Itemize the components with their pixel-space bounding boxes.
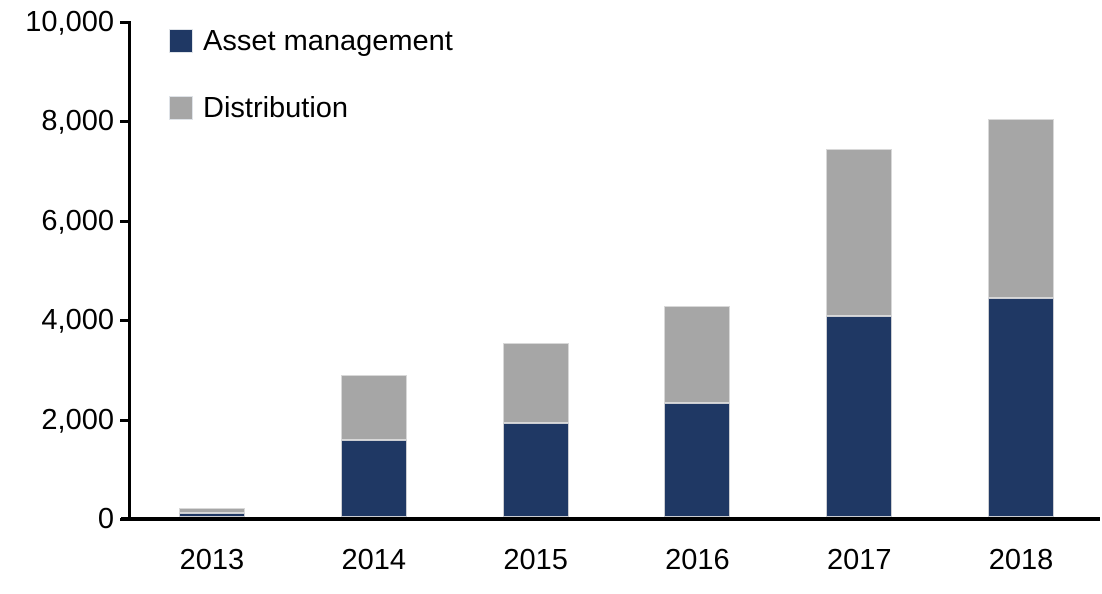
stacked-bar-2014 (340, 375, 407, 517)
bar-group-2017 (778, 22, 940, 517)
x-axis-labels: 2013 2014 2015 2016 2017 2018 (131, 544, 1102, 576)
legend-label-asset-management: Asset management (203, 25, 453, 57)
y-tick-mark (120, 418, 129, 422)
bar-segment-asset-management (826, 315, 893, 517)
bar-segment-distribution (826, 149, 893, 316)
y-axis-line (128, 21, 131, 519)
y-tick-mark (120, 120, 129, 124)
x-axis-line (121, 517, 1100, 521)
y-tick-label: 6,000 (41, 204, 114, 237)
bar-group-2014 (293, 22, 455, 517)
legend-item-distribution: Distribution (170, 92, 453, 124)
legend-label-distribution: Distribution (203, 92, 349, 124)
bar-segment-asset-management (988, 298, 1055, 517)
x-tick-label: 2016 (665, 544, 730, 576)
bar-group-2016 (616, 22, 778, 517)
x-tick-label: 2015 (503, 544, 568, 576)
bar-group-2015 (455, 22, 617, 517)
bar-segment-distribution (502, 343, 569, 423)
bar-segment-asset-management (664, 402, 731, 517)
bar-group-2018 (940, 22, 1102, 517)
y-tick-label: 2,000 (41, 403, 114, 436)
legend: Asset management Distribution (170, 0, 453, 124)
y-tick-label: 10,000 (25, 6, 114, 38)
stacked-bar-2016 (664, 305, 731, 517)
bar-segment-distribution (664, 305, 731, 403)
bar-segment-distribution (178, 507, 245, 514)
legend-swatch-distribution (170, 97, 192, 119)
bar-segment-asset-management (178, 513, 245, 517)
bar-group-2013 (131, 22, 293, 517)
legend-swatch-asset-management (170, 30, 192, 52)
stacked-bar-2017 (826, 149, 893, 517)
x-tick-label: 2013 (179, 544, 245, 576)
stacked-bar-2013 (178, 507, 245, 517)
bar-segment-asset-management (502, 422, 569, 517)
y-tick-label: 0 (97, 503, 114, 535)
x-tick-label: 2018 (988, 544, 1054, 576)
legend-item-asset-management: Asset management (170, 25, 453, 57)
y-tick-mark (120, 21, 129, 24)
x-tick-label: 2017 (826, 544, 892, 576)
stacked-bar-2015 (502, 343, 569, 517)
bar-segment-distribution (988, 119, 1055, 299)
y-tick-mark (120, 219, 129, 223)
plot-area (131, 22, 1102, 517)
stacked-bar-2018 (988, 119, 1055, 517)
bar-segment-asset-management (340, 440, 407, 517)
bar-segment-distribution (340, 375, 407, 440)
y-tick-mark (120, 319, 129, 323)
y-tick-label: 8,000 (41, 105, 114, 138)
y-tick-label: 4,000 (41, 304, 114, 337)
x-tick-label: 2014 (341, 544, 406, 576)
